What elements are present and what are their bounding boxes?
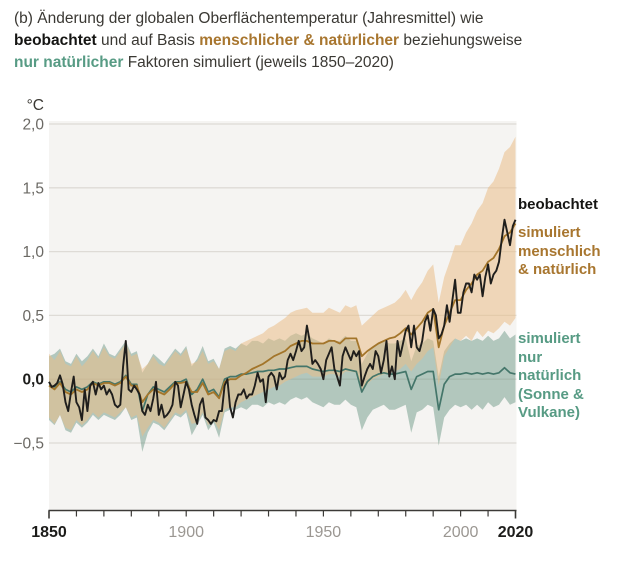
y-tick-label: −0,5	[13, 436, 44, 453]
legend-observed: beobachtet	[518, 196, 599, 213]
human-natural-line	[48, 223, 517, 404]
human-natural-band	[49, 136, 516, 437]
title-observed-word: beobachtet	[14, 32, 97, 49]
legend-simulated-natural-only: simuliert nur natürlich (Sonne & Vulkane…	[518, 330, 584, 421]
title-natural-only-word: nur natürlicher	[14, 54, 124, 71]
y-axis-unit-label: °C	[27, 97, 44, 114]
title-line2-end: beziehungsweise	[399, 32, 523, 49]
title-line2-mid: und auf Basis	[96, 32, 200, 49]
y-tick-label: 0,0	[22, 372, 44, 389]
legend-simulated-human-natural: simuliert menschlich & natürlich	[518, 224, 601, 278]
x-tick-label: 1900	[168, 524, 204, 541]
title-line1: (b) Änderung der globalen Oberflächentem…	[14, 10, 484, 27]
chart-title: (b) Änderung der globalen Oberflächentem…	[14, 8, 614, 74]
title-human-natural-word: menschlicher & natürlicher	[199, 32, 400, 49]
title-line3-end: Faktoren simuliert (jeweils 1850–2020)	[123, 54, 394, 71]
x-tick-label: 2020	[498, 524, 534, 541]
y-tick-label: 0,5	[22, 308, 44, 325]
y-tick-label: 2,0	[22, 117, 44, 134]
x-tick-label: 1850	[31, 524, 67, 541]
x-tick-label: 2000	[443, 524, 479, 541]
x-tick-label: 1950	[306, 524, 342, 541]
observed-line	[48, 218, 517, 425]
y-tick-label: 1,0	[22, 244, 44, 261]
y-tick-label: 1,5	[22, 180, 44, 197]
